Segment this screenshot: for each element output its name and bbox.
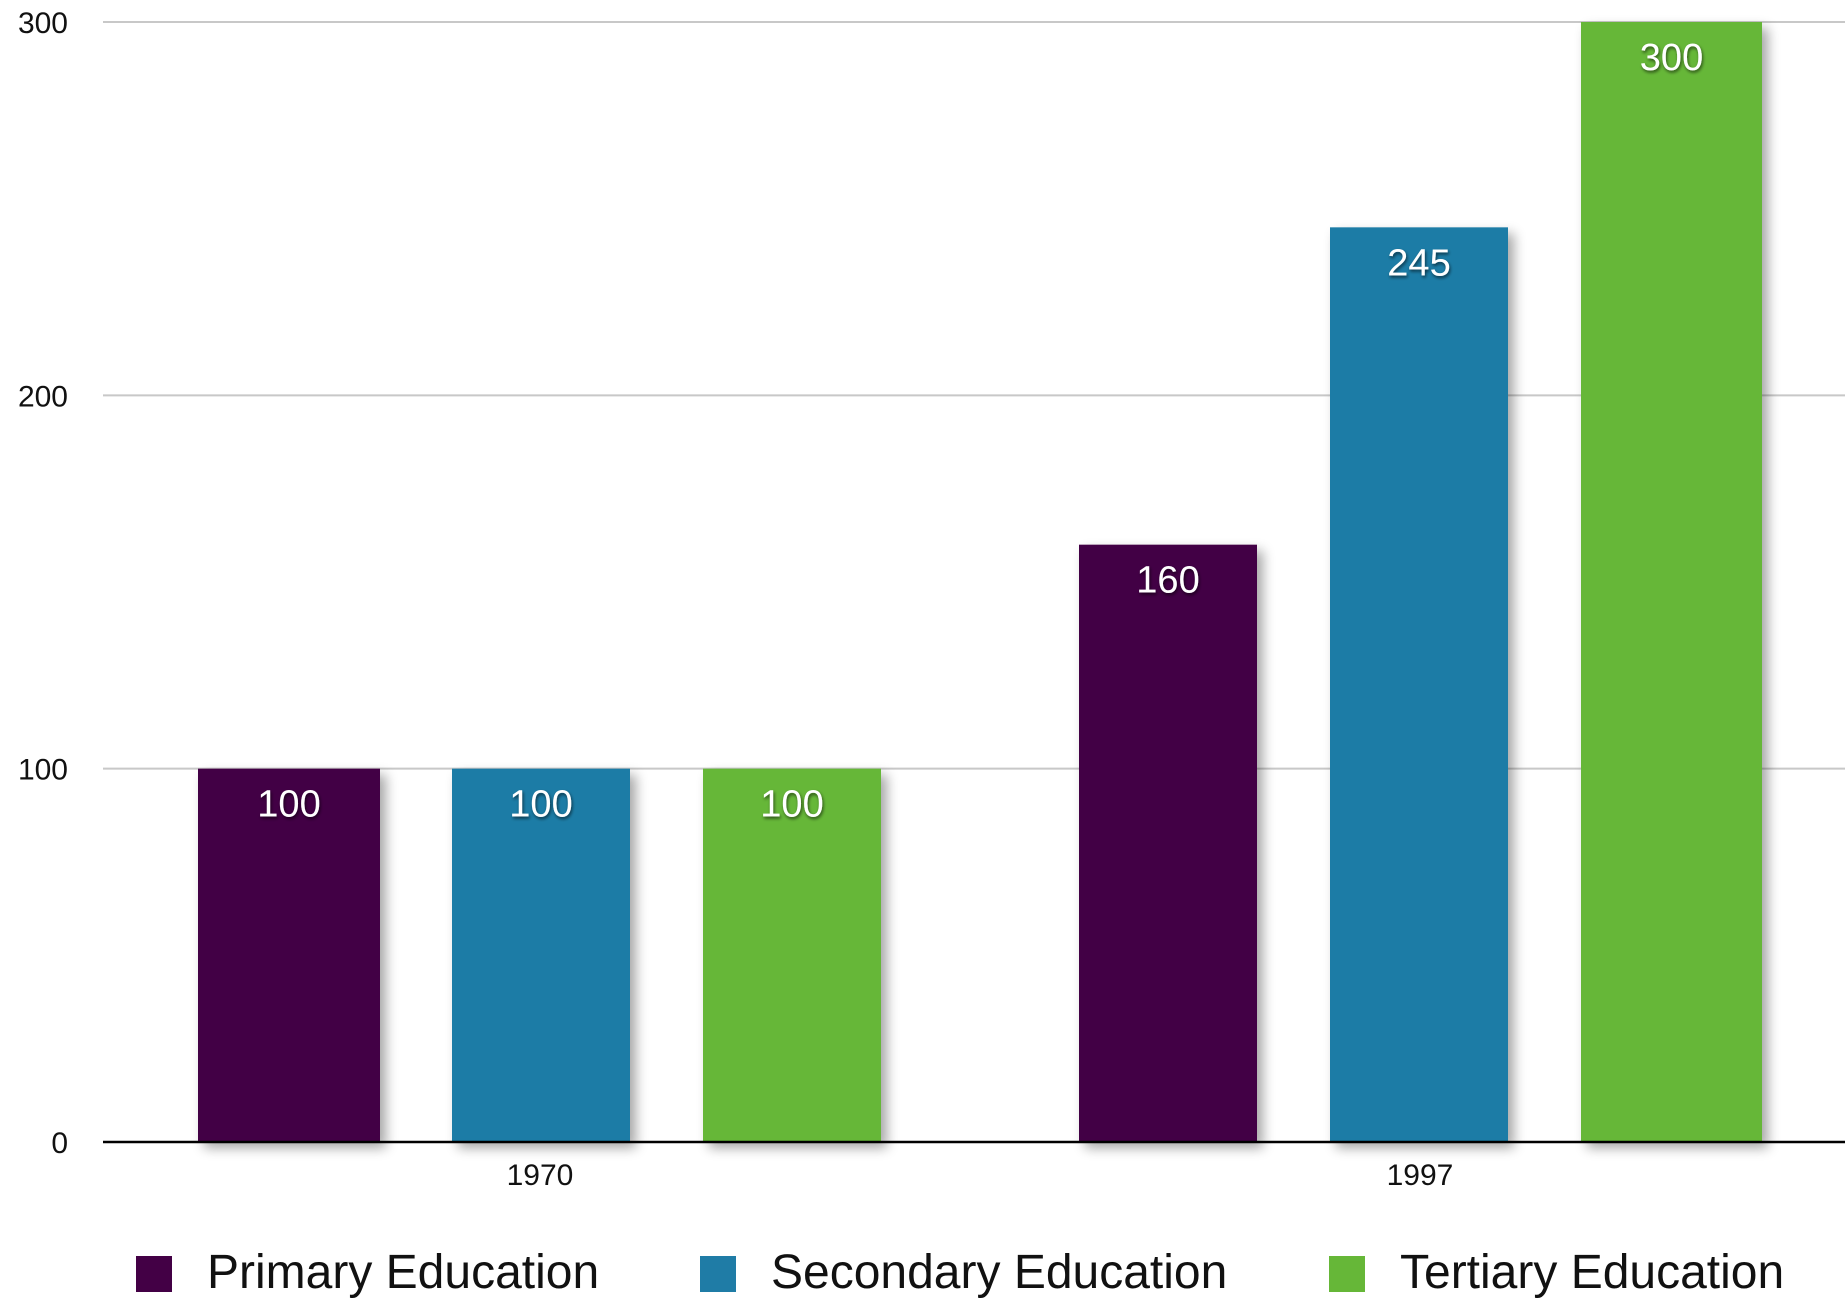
gridlines [103,21,1845,770]
y-axis-ticks: 0 100 200 300 [18,7,68,1160]
legend-swatch [136,1256,172,1292]
legend-swatch [1329,1256,1365,1292]
bars [198,22,1762,1143]
y-tick-label: 100 [18,754,68,787]
legend-label: Tertiary Education [1400,1246,1784,1298]
y-tick-label: 0 [51,1127,68,1160]
x-tick-label: 1970 [507,1159,574,1192]
data-label: 100 [760,784,823,826]
legend-label: Primary Education [207,1246,599,1298]
y-tick-label: 300 [18,7,68,40]
data-label: 160 [1136,560,1199,602]
bar-tertiary-education-1997 [1581,22,1762,1142]
y-tick-label: 200 [18,380,68,413]
data-label: 300 [1640,37,1703,79]
data-label: 100 [509,784,572,826]
bar-secondary-education-1997 [1330,227,1508,1143]
bar-secondary-education-1970 [452,768,630,1142]
x-tick-label: 1997 [1387,1159,1454,1192]
data-label: 100 [257,784,320,826]
bar-tertiary-education-1970 [703,768,881,1142]
legend-item: Primary Education [136,1246,599,1298]
legend-swatch [700,1256,736,1292]
x-axis-categories: 1970 1997 [507,1159,1454,1192]
legend-item: Tertiary Education [1329,1246,1784,1298]
bar-primary-education-1970 [198,768,380,1142]
data-labels: 100 100 100 160 245 300 [257,37,1703,826]
legend-item: Secondary Education [700,1246,1227,1298]
legend-label: Secondary Education [771,1246,1227,1298]
legend: Primary Education Secondary Education Tert… [136,1246,1784,1298]
data-label: 245 [1387,242,1450,284]
bar-primary-education-1997 [1079,544,1257,1142]
